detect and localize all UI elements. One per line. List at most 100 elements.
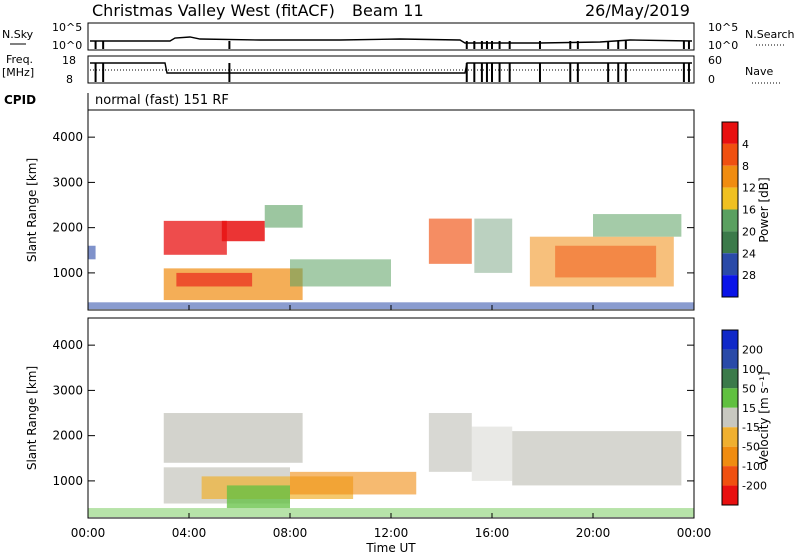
power-ylabel: Slant Range [km] — [25, 158, 39, 262]
nsky-label: N.Sky — [2, 28, 34, 41]
x-tick-label: 00:00 — [71, 526, 106, 540]
power-region — [290, 259, 391, 287]
velocity-region — [290, 471, 417, 495]
freq-panel: Freq. [MHz] 18 8 60 0 Nave CPID normal (… — [2, 53, 780, 110]
colorbar-tick-label: 15 — [742, 402, 756, 415]
noise-panel: N.Sky N.Search 10^5 10^0 10^5 10^0 — [2, 21, 795, 52]
colorbar-tick-label: -200 — [742, 480, 767, 493]
nave-label: Nave — [745, 65, 773, 78]
freq-label: Freq. — [6, 53, 33, 66]
colorbar-frame — [721, 329, 739, 506]
noise-left-tick-bottom: 10^0 — [52, 39, 82, 52]
velocity-region — [163, 413, 303, 463]
colorbar-swatch — [722, 388, 738, 408]
x-tick-label: 04:00 — [172, 526, 207, 540]
x-tick-label: 00:00 — [677, 526, 712, 540]
colorbar-swatch — [722, 466, 738, 486]
velocity-region — [512, 431, 682, 486]
colorbar-swatch — [722, 231, 738, 254]
colorbar-swatch — [722, 122, 738, 144]
colorbar-tick-label: 16 — [742, 204, 756, 217]
x-axis-label: Time UT — [365, 541, 416, 554]
velocity-region — [471, 426, 513, 481]
power-cbar-label: Power [dB] — [757, 177, 771, 242]
power-region — [474, 218, 513, 273]
x-tick-label: 12:00 — [374, 526, 409, 540]
power-region — [428, 218, 472, 264]
power-region — [163, 220, 227, 255]
colorbar-tick-label: 12 — [742, 182, 756, 195]
date-label: 26/May/2019 — [585, 1, 690, 20]
freq-left-tick-bottom: 8 — [66, 73, 73, 86]
colorbar-frame — [721, 121, 739, 298]
power-colorbar: 4 8 12 16 20 24 28 — [721, 121, 756, 298]
colorbar-tick-label: 100 — [742, 363, 763, 376]
colorbar-tick-label: 8 — [742, 160, 749, 173]
colorbar-swatch — [722, 165, 738, 188]
velocity-region — [428, 413, 472, 472]
cpid-label: CPID — [4, 93, 36, 107]
freq-trace — [90, 62, 692, 74]
colorbar-tick-label: 28 — [742, 269, 756, 282]
colorbar-swatch — [722, 275, 738, 297]
colorbar-swatch — [722, 253, 738, 276]
colorbar-swatch — [722, 368, 738, 389]
x-tick-label: 08:00 — [273, 526, 308, 540]
cpid-value: normal (fast) 151 RF — [95, 93, 229, 108]
y-tick-label: 3000 — [52, 175, 83, 189]
colorbar-swatch — [722, 485, 738, 505]
colorbar-tick-label: 200 — [742, 343, 763, 356]
power-region — [264, 205, 303, 228]
power-region — [88, 245, 96, 260]
velocity-ylabel: Slant Range [km] — [25, 366, 39, 470]
colorbar-tick-label: 24 — [742, 247, 756, 260]
velocity-colorbar: 200 100 50 15 -15 -50 -100 -200 — [721, 329, 767, 506]
noise-spikes — [94, 41, 690, 49]
freq-spikes — [94, 63, 690, 82]
colorbar-swatch — [722, 349, 738, 369]
velocity-region — [88, 508, 694, 518]
power-region — [176, 272, 253, 287]
freq-frame — [87, 55, 695, 84]
velocity-cbar-label: Velocity [m s⁻¹] — [757, 371, 771, 464]
colorbar-tick-label: 50 — [742, 382, 756, 395]
x-tick-label: 20:00 — [576, 526, 611, 540]
power-y-ticks: 1000 2000 3000 4000 — [52, 130, 694, 280]
power-region — [221, 220, 265, 242]
velocity-region — [226, 485, 290, 509]
y-tick-label: 4000 — [52, 338, 83, 352]
colorbar-swatch — [722, 143, 738, 166]
nsky-trace — [90, 36, 693, 44]
noise-frame — [87, 22, 695, 51]
velocity-panel: 1000 2000 3000 4000 Slant Range [km] 200 100… — [25, 317, 771, 519]
power-region — [555, 245, 657, 278]
freq-left-tick-top: 18 — [62, 54, 76, 67]
freq-right-tick-top: 60 — [708, 54, 722, 67]
x-axis-ticks: 00:00 04:00 08:00 12:00 16:00 20:00 00:00 — [71, 305, 712, 540]
colorbar-tick-label: -15 — [742, 421, 760, 434]
colorbar-swatch — [722, 187, 738, 210]
colorbar-tick-label: -100 — [742, 460, 767, 473]
y-tick-label: 1000 — [52, 266, 83, 280]
colorbar-tick-label: 4 — [742, 138, 749, 151]
colorbar-swatch — [722, 446, 738, 467]
nsearch-label: N.Search — [745, 28, 795, 41]
y-tick-label: 2000 — [52, 429, 83, 443]
power-panel: 1000 2000 3000 4000 Slant Range [km] 4 8 12 16… — [25, 109, 771, 311]
freq-right-tick-bottom: 0 — [708, 73, 715, 86]
colorbar-swatch — [722, 407, 738, 428]
noise-left-tick-top: 10^5 — [52, 21, 82, 34]
colorbar-swatch — [722, 427, 738, 447]
colorbar-swatch — [722, 209, 738, 232]
colorbar-swatch — [722, 330, 738, 350]
colorbar-tick-label: 20 — [742, 225, 756, 238]
y-tick-label: 2000 — [52, 221, 83, 235]
station-title: Christmas Valley West (fitACF) — [92, 1, 335, 20]
y-tick-label: 4000 — [52, 130, 83, 144]
velocity-y-ticks: 1000 2000 3000 4000 — [52, 338, 694, 488]
power-region — [593, 214, 682, 237]
colorbar-tick-label: -50 — [742, 441, 760, 454]
freq-unit-label: [MHz] — [2, 66, 34, 79]
noise-right-tick-bottom: 10^0 — [708, 39, 738, 52]
